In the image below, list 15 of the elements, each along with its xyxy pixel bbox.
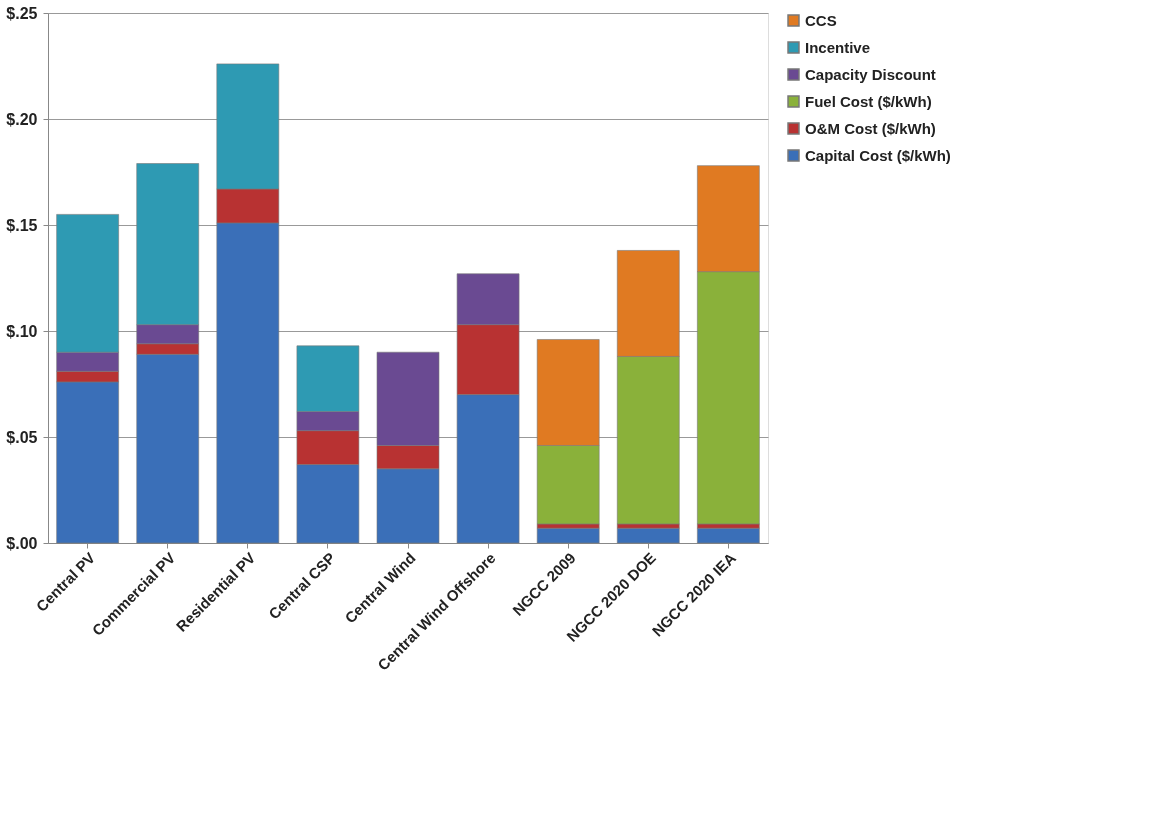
legend-label: Fuel Cost ($/kWh) bbox=[805, 92, 932, 110]
legend-label: O&M Cost ($/kWh) bbox=[805, 119, 936, 137]
y-tick-label: $.10 bbox=[6, 322, 38, 340]
bar bbox=[536, 527, 600, 544]
y-tick-label: $.20 bbox=[6, 110, 38, 128]
y-tick-label: $.05 bbox=[6, 428, 38, 446]
bar bbox=[616, 527, 680, 544]
y-tick-label: $.25 bbox=[6, 4, 38, 22]
bar bbox=[697, 527, 760, 544]
legend-label: CCS bbox=[805, 11, 837, 29]
legend-label: Capital Cost ($/kWh) bbox=[805, 146, 951, 164]
legend-label: Incentive bbox=[805, 38, 871, 56]
legend-label: Capacity Discount bbox=[805, 65, 936, 83]
y-tick-label: $.00 bbox=[6, 534, 38, 552]
y-tick-label: $.15 bbox=[6, 216, 38, 234]
